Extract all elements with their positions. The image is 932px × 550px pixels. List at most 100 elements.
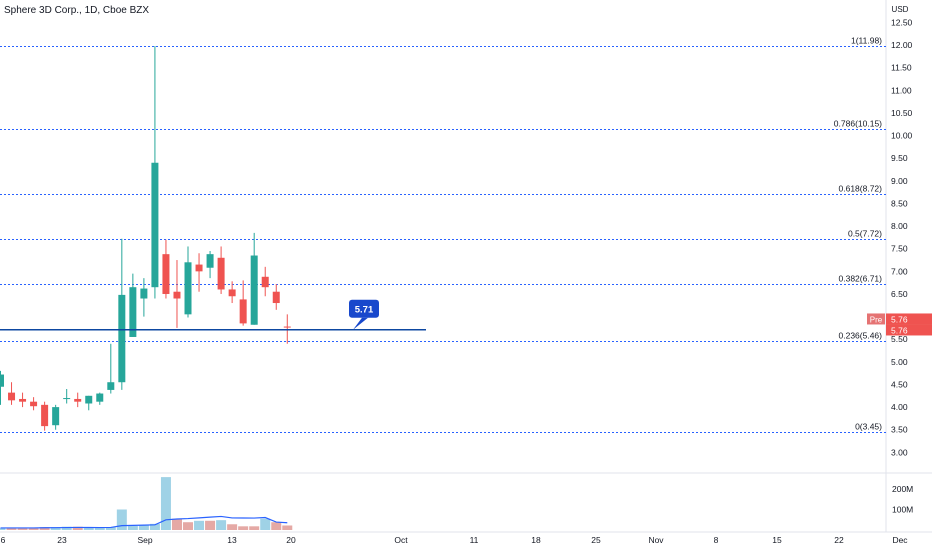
- y-tick-label: 5.00: [891, 357, 908, 367]
- candle-body-down[interactable]: [195, 264, 203, 272]
- volume-bar[interactable]: [28, 527, 39, 530]
- x-tick-label: Oct: [394, 535, 408, 545]
- volume-bar[interactable]: [194, 520, 205, 530]
- candle-body-up[interactable]: [107, 382, 115, 390]
- volume-bar[interactable]: [116, 509, 127, 531]
- volume-bar[interactable]: [205, 520, 216, 530]
- last-price-tag: [886, 324, 932, 336]
- x-tick-label: 22: [834, 535, 844, 545]
- volume-bar[interactable]: [160, 477, 171, 530]
- y-tick-label: 4.50: [891, 379, 908, 389]
- volume-bar[interactable]: [127, 525, 138, 530]
- y-tick-label: 6.50: [891, 289, 908, 299]
- candle-body-up[interactable]: [129, 287, 137, 337]
- volume-ma-line: [0, 515, 288, 529]
- candle-body-down[interactable]: [239, 299, 247, 324]
- candle-body-down[interactable]: [41, 404, 49, 427]
- y-tick-label: 12.00: [891, 40, 913, 50]
- y-tick-label: 3.50: [891, 425, 908, 435]
- y-tick-label: 11.50: [891, 63, 912, 73]
- volume-bar[interactable]: [50, 527, 61, 530]
- x-tick-label: 13: [227, 535, 237, 545]
- y-tick-label: 8.00: [891, 221, 908, 231]
- candle-body-down[interactable]: [74, 398, 82, 402]
- candle-body-up[interactable]: [52, 407, 60, 426]
- candle-body-up[interactable]: [85, 395, 93, 404]
- horizontal-line-callout[interactable]: [349, 299, 379, 318]
- volume-bar[interactable]: [171, 518, 182, 530]
- volume-bar[interactable]: [238, 526, 249, 530]
- candle-body-up[interactable]: [63, 398, 71, 400]
- candle-body-down[interactable]: [228, 289, 236, 297]
- volume-bar[interactable]: [6, 527, 17, 530]
- volume-bar[interactable]: [282, 525, 293, 530]
- candle-body-down[interactable]: [8, 392, 16, 401]
- volume-bar[interactable]: [227, 524, 238, 530]
- x-tick-label: 15: [772, 535, 782, 545]
- y-tick-label: 9.00: [891, 176, 908, 186]
- candle-body-up[interactable]: [140, 288, 148, 299]
- x-tick-label: Nov: [648, 535, 664, 545]
- y-tick-label: 7.00: [891, 266, 908, 276]
- candle-body-up[interactable]: [250, 255, 258, 325]
- volume-bar[interactable]: [105, 527, 116, 530]
- volume-tick-label: 200M: [892, 484, 913, 494]
- fib-level-label: 0.382(6.71): [839, 274, 883, 284]
- volume-bar[interactable]: [260, 518, 271, 530]
- price-pane[interactable]: [0, 0, 886, 472]
- x-tick-label: 6: [1, 535, 6, 545]
- volume-bar[interactable]: [61, 526, 72, 530]
- y-tick-label: 3.00: [891, 447, 908, 457]
- volume-bar[interactable]: [72, 526, 83, 530]
- fib-level-label: 0(3.45): [855, 422, 882, 432]
- volume-bar[interactable]: [17, 527, 28, 530]
- volume-bar[interactable]: [149, 523, 160, 530]
- candle-body-down[interactable]: [272, 291, 280, 304]
- candle-body-down[interactable]: [19, 398, 27, 402]
- candle-body-down[interactable]: [283, 326, 291, 328]
- candle-body-down[interactable]: [173, 291, 181, 299]
- fib-level-label: 0.5(7.72): [848, 229, 882, 239]
- candle-body-up[interactable]: [0, 374, 4, 387]
- fib-level-label: 0.618(8.72): [839, 184, 883, 194]
- x-tick-label: Dec: [892, 535, 908, 545]
- volume-bar[interactable]: [94, 527, 105, 530]
- candle-body-down[interactable]: [30, 401, 38, 407]
- candle-body-down[interactable]: [162, 254, 170, 294]
- x-tick-label: 25: [591, 535, 601, 545]
- fib-level-label: 1(11.98): [851, 36, 882, 46]
- y-tick-label: 11.00: [891, 85, 912, 95]
- candle-body-up[interactable]: [206, 254, 214, 268]
- volume-bar[interactable]: [39, 527, 50, 530]
- volume-bar[interactable]: [249, 526, 260, 530]
- volume-bar[interactable]: [271, 522, 282, 530]
- fib-level-label: 0.786(10.15): [834, 119, 882, 129]
- chart-title: Sphere 3D Corp., 1D, Cboe BZX: [4, 5, 150, 16]
- candle-body-down[interactable]: [261, 276, 269, 288]
- volume-bar[interactable]: [83, 527, 94, 530]
- y-tick-label: 12.50: [891, 17, 913, 27]
- y-tick-label: 4.00: [891, 402, 908, 412]
- candle-body-up[interactable]: [118, 294, 126, 383]
- pre-market-tag: [867, 313, 885, 325]
- candle-body-up[interactable]: [151, 162, 159, 288]
- pre-market-label: Pre: [870, 315, 883, 324]
- volume-bar[interactable]: [138, 525, 149, 530]
- y-tick-label: 10.00: [891, 131, 913, 141]
- candle-body-down[interactable]: [217, 257, 225, 290]
- volume-bar[interactable]: [183, 522, 194, 530]
- volume-pane[interactable]: [0, 474, 886, 530]
- volume-tick-label: 100M: [892, 505, 913, 515]
- candle-body-up[interactable]: [96, 393, 104, 402]
- pre-market-price-tag: [886, 313, 932, 325]
- x-tick-label: Sep: [137, 535, 152, 545]
- currency-label: USD: [892, 5, 909, 14]
- volume-bar[interactable]: [216, 520, 227, 530]
- fib-level-label: 0.236(5.46): [839, 331, 883, 341]
- volume-bar[interactable]: [0, 527, 6, 530]
- candle-body-up[interactable]: [184, 262, 192, 315]
- y-tick-label: 5.50: [891, 334, 908, 344]
- last-price: 5.76: [891, 325, 908, 335]
- x-tick-label: 8: [714, 535, 719, 545]
